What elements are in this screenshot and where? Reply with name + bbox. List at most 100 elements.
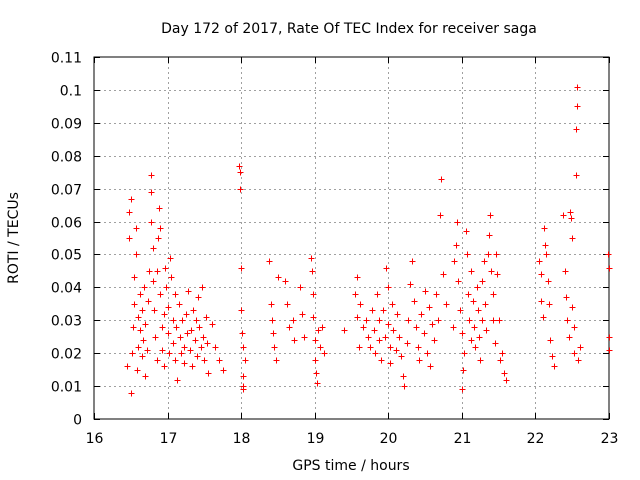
data-point bbox=[543, 251, 550, 258]
data-point bbox=[475, 307, 482, 314]
data-point bbox=[319, 324, 326, 331]
data-point bbox=[203, 314, 210, 321]
data-point bbox=[483, 327, 490, 334]
data-point bbox=[286, 324, 293, 331]
data-point bbox=[471, 324, 478, 331]
data-point bbox=[315, 327, 322, 334]
data-point bbox=[165, 330, 172, 337]
data-point bbox=[571, 324, 578, 331]
data-point bbox=[474, 284, 481, 291]
data-point bbox=[220, 367, 227, 374]
data-point bbox=[413, 324, 420, 331]
data-point bbox=[372, 350, 379, 357]
data-point bbox=[464, 251, 471, 258]
data-point bbox=[481, 258, 488, 265]
data-point bbox=[407, 281, 414, 288]
data-point bbox=[606, 334, 613, 341]
y-tick-label: 0.06 bbox=[51, 216, 82, 232]
data-point bbox=[567, 209, 574, 216]
data-point bbox=[185, 288, 192, 295]
data-point bbox=[238, 265, 245, 272]
data-point bbox=[562, 268, 569, 275]
data-point bbox=[142, 373, 149, 380]
data-point bbox=[139, 307, 146, 314]
data-point bbox=[549, 353, 556, 360]
data-point bbox=[301, 334, 308, 341]
data-point bbox=[574, 84, 581, 91]
data-point bbox=[538, 298, 545, 305]
data-point bbox=[499, 350, 506, 357]
data-point bbox=[606, 265, 613, 272]
data-point bbox=[157, 225, 164, 232]
data-point bbox=[404, 340, 411, 347]
data-point bbox=[312, 357, 319, 364]
data-point bbox=[170, 317, 177, 324]
x-tick-label: 19 bbox=[307, 431, 325, 447]
data-point bbox=[155, 235, 162, 242]
data-point bbox=[415, 344, 422, 351]
data-point bbox=[282, 278, 289, 285]
data-point bbox=[486, 232, 493, 239]
data-point bbox=[457, 307, 464, 314]
data-point bbox=[156, 205, 163, 212]
x-tick-label: 16 bbox=[86, 431, 104, 447]
data-point bbox=[352, 291, 359, 298]
data-point bbox=[453, 242, 460, 249]
x-tick-label: 20 bbox=[380, 431, 398, 447]
data-point bbox=[390, 327, 397, 334]
data-point bbox=[385, 284, 392, 291]
data-point bbox=[200, 334, 207, 341]
y-tick-labels: 0 0.01 0.02 0.03 0.04 0.05 0.06 0.07 0.08 0.09 0.1… bbox=[51, 51, 82, 429]
data-point bbox=[360, 324, 367, 331]
plot-frame bbox=[93, 56, 610, 420]
data-point bbox=[161, 311, 168, 318]
data-point bbox=[492, 340, 499, 347]
data-point bbox=[477, 357, 484, 364]
data-point bbox=[547, 337, 554, 344]
data-point bbox=[357, 301, 364, 308]
data-point bbox=[310, 314, 317, 321]
y-tick-label: 0.11 bbox=[51, 51, 82, 67]
data-point bbox=[575, 357, 582, 364]
data-point bbox=[270, 330, 277, 337]
data-point bbox=[317, 344, 324, 351]
data-point bbox=[569, 235, 576, 242]
data-point bbox=[137, 291, 144, 298]
data-point bbox=[466, 317, 473, 324]
data-point bbox=[216, 357, 223, 364]
data-point bbox=[312, 337, 319, 344]
data-point bbox=[389, 301, 396, 308]
data-point bbox=[606, 347, 613, 354]
data-point bbox=[546, 301, 553, 308]
data-point bbox=[440, 271, 447, 278]
y-axis-label: ROTI / TECUs bbox=[6, 192, 22, 284]
data-point bbox=[199, 284, 206, 291]
data-point bbox=[455, 278, 462, 285]
data-point bbox=[405, 317, 412, 324]
data-point bbox=[383, 265, 390, 272]
data-point bbox=[431, 337, 438, 344]
data-point bbox=[354, 274, 361, 281]
data-point bbox=[536, 258, 543, 265]
chart-title: Day 172 of 2017, Rate Of TEC Index for r… bbox=[161, 21, 537, 37]
data-point bbox=[416, 357, 423, 364]
data-point bbox=[239, 330, 246, 337]
data-point bbox=[421, 330, 428, 337]
data-point bbox=[141, 284, 148, 291]
data-point bbox=[271, 344, 278, 351]
data-point bbox=[573, 172, 580, 179]
data-point bbox=[310, 291, 317, 298]
data-point bbox=[382, 334, 389, 341]
data-point bbox=[170, 340, 177, 347]
x-tick-label: 23 bbox=[601, 431, 619, 447]
data-point bbox=[240, 373, 247, 380]
data-point bbox=[159, 324, 166, 331]
data-point bbox=[154, 268, 161, 275]
data-point bbox=[459, 330, 466, 337]
data-point bbox=[212, 344, 219, 351]
data-point bbox=[190, 307, 197, 314]
data-point bbox=[188, 327, 195, 334]
data-point bbox=[564, 317, 571, 324]
data-point bbox=[605, 251, 612, 258]
data-point bbox=[150, 278, 157, 285]
